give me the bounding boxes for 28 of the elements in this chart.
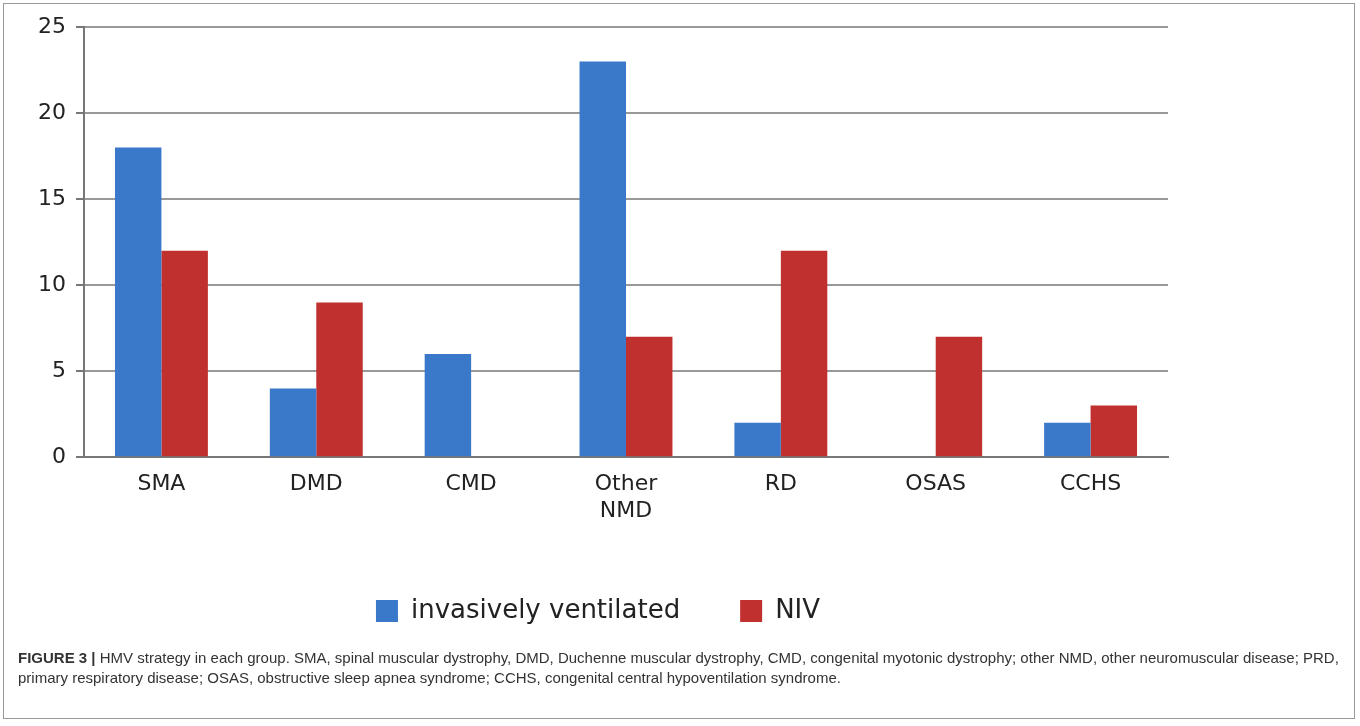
bar [579, 61, 626, 457]
y-tick-label: 20 [37, 98, 66, 124]
bar [1090, 405, 1138, 457]
bar [161, 250, 208, 457]
bar [780, 250, 828, 457]
y-tick-label: 5 [51, 356, 66, 382]
bar [269, 388, 317, 457]
bar [424, 354, 472, 457]
bar [1044, 422, 1091, 457]
y-tick-label: 25 [37, 12, 66, 38]
bar [114, 147, 162, 457]
y-tick-label: 0 [51, 442, 66, 468]
caption: FIGURE 3 | HMV strategy in each group. SMA, spinal muscular dystrophy, DMD, Duchenne muscular dystrophy, CMD, congenital myotonic dystrophy; other NMD, other neuromuscular disease; PRD, primary respiratory disease; OSAS, obstructive sleep apnea syndrome; CCHS, congenital central hypoventilation syndrome. [18, 649, 1339, 686]
y-tick-label: 10 [37, 270, 66, 296]
bar [734, 422, 781, 457]
legend-label: NIV [775, 593, 821, 624]
bar [316, 302, 363, 457]
x-tick-label: CMD [445, 470, 497, 496]
x-tick-label: CCHS [1059, 470, 1122, 496]
legend-label: invasively ventilated [410, 593, 681, 624]
x-tick-label: OSAS [905, 470, 967, 496]
x-tick-label: SMA [137, 470, 186, 496]
y-tick-label: 15 [37, 184, 66, 210]
x-tick-label: RD [764, 470, 797, 496]
x-tick-label: DMD [289, 470, 343, 496]
bar [935, 336, 983, 457]
x-tick-label: Other NMD [594, 470, 659, 522]
bar [626, 336, 673, 457]
